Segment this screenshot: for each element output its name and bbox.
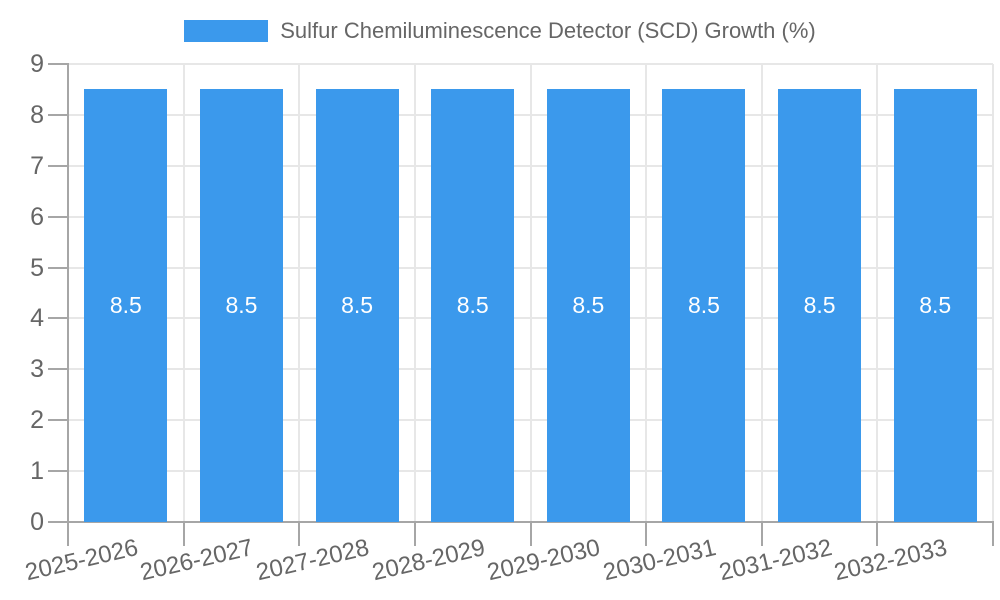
x-axis-tick: [760, 522, 763, 546]
y-axis-tick-label: 3: [30, 355, 44, 384]
y-axis-tick: [48, 215, 68, 218]
gridline-vertical: [529, 64, 532, 522]
bar-2029-2030[interactable]: 8.5: [546, 89, 630, 522]
y-axis-tick-label: 8: [30, 100, 44, 129]
y-axis-tick: [48, 470, 68, 473]
x-axis-tick: [529, 522, 532, 546]
y-axis-tick: [48, 521, 68, 523]
bar-2032-2033[interactable]: 8.5: [893, 89, 977, 522]
bar-2028-2029[interactable]: 8.5: [431, 89, 515, 522]
y-axis-tick: [48, 419, 68, 422]
y-axis-tick-label: 4: [30, 304, 44, 333]
y-axis-tick: [48, 113, 68, 116]
y-axis-tick-label: 1: [30, 457, 44, 486]
y-axis-tick: [48, 164, 68, 167]
gridline-vertical: [760, 64, 763, 522]
legend-swatch-icon: [184, 20, 269, 43]
x-axis-tick: [876, 522, 879, 546]
gridline-vertical: [298, 64, 301, 522]
chart-legend[interactable]: Sulfur Chemiluminescence Detector (SCD) …: [0, 18, 1000, 44]
bar-value-label: 8.5: [687, 292, 720, 319]
bar-value-label: 8.5: [456, 292, 489, 319]
y-axis-line: [67, 63, 69, 522]
x-axis-tick: [645, 522, 648, 546]
legend-label: Sulfur Chemiluminescence Detector (SCD) …: [280, 18, 816, 43]
gridline-vertical: [876, 64, 879, 522]
x-axis-line: [67, 521, 994, 523]
y-axis-tick: [48, 317, 68, 320]
y-axis-tick-label: 0: [30, 508, 44, 536]
y-axis-tick-label: 2: [30, 406, 44, 435]
x-axis-tick: [67, 522, 69, 546]
y-axis-tick-label: 5: [30, 253, 44, 282]
y-axis-tick-label: 7: [30, 151, 44, 180]
x-axis-tick: [182, 522, 185, 546]
bar-2027-2028[interactable]: 8.5: [315, 89, 399, 522]
gridline-vertical: [182, 64, 185, 522]
gridline-vertical: [645, 64, 648, 522]
bar-2025-2026[interactable]: 8.5: [84, 89, 168, 522]
y-axis-tick-label: 6: [30, 202, 44, 231]
x-axis-tick: [298, 522, 301, 546]
bar-2030-2031[interactable]: 8.5: [662, 89, 746, 522]
gridline-vertical: [413, 64, 416, 522]
x-axis-tick: [413, 522, 416, 546]
bar-value-label: 8.5: [225, 292, 258, 319]
bar-value-label: 8.5: [919, 292, 952, 319]
bar-value-label: 8.5: [109, 292, 142, 319]
bar-value-label: 8.5: [572, 292, 605, 319]
x-axis-tick: [992, 522, 994, 546]
bar-2026-2027[interactable]: 8.5: [199, 89, 283, 522]
bar-2031-2032[interactable]: 8.5: [778, 89, 862, 522]
y-axis-tick-label: 9: [30, 50, 44, 78]
y-axis-tick: [48, 266, 68, 269]
bar-value-label: 8.5: [341, 292, 374, 319]
gridline-vertical: [992, 64, 994, 522]
bar-value-label: 8.5: [803, 292, 836, 319]
y-axis-tick: [48, 368, 68, 371]
y-axis-tick: [48, 63, 68, 65]
